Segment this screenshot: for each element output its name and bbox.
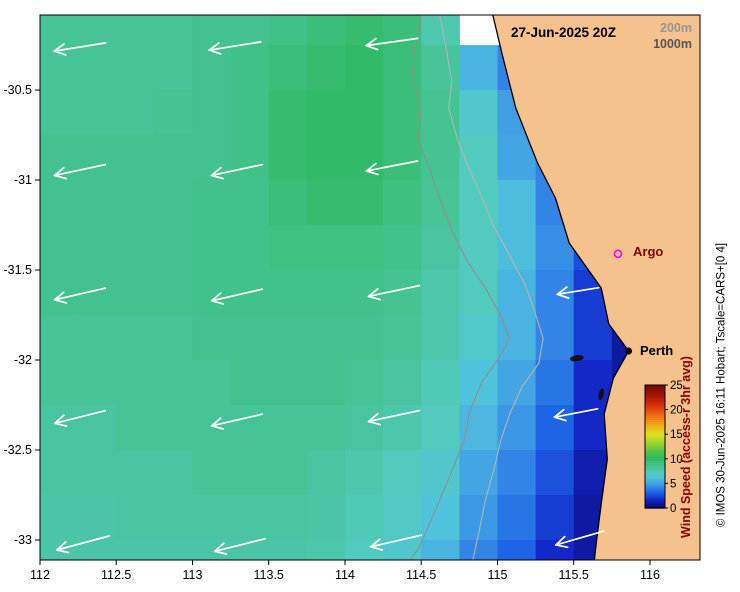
- argo-float-label: Argo: [633, 244, 664, 259]
- y-tick-label: -30.5: [4, 83, 33, 97]
- x-tick-label: 114: [335, 568, 355, 582]
- x-tick-label: 112.5: [101, 568, 131, 582]
- x-tick-label: 115.5: [559, 568, 589, 582]
- x-tick-label: 113: [183, 568, 203, 582]
- y-tick-label: -31: [14, 173, 32, 187]
- x-tick-label: 116: [640, 568, 660, 582]
- y-tick-label: -33: [14, 533, 32, 547]
- x-axis: 112 112.5 113 113.5 114 114.5 115 115.5 116: [30, 560, 660, 582]
- x-tick-label: 112: [30, 568, 50, 582]
- x-tick-label: 115: [488, 568, 508, 582]
- contour-line-200m: [439, 15, 544, 560]
- colorbar-tick-label: 25: [670, 380, 683, 392]
- colorbar-tick-label: 20: [670, 405, 683, 417]
- colorbar-tick-label: 15: [670, 429, 683, 441]
- island: [569, 355, 584, 362]
- y-tick-label: -31.5: [4, 263, 33, 277]
- contour-label-1000m: 1000m: [653, 37, 692, 51]
- date-label: 27-Jun-2025 20Z: [511, 25, 617, 40]
- heatmap-layer: [40, 15, 651, 560]
- y-tick-label: -32.5: [4, 443, 33, 457]
- colorbar-tick-label: 0: [670, 503, 676, 515]
- y-axis: -30.5 -31 -31.5 -32 -32.5 -33: [4, 83, 40, 547]
- map-plot-area: [40, 15, 700, 560]
- perth-city-label: Perth: [640, 343, 674, 358]
- perth-marker: [625, 347, 633, 355]
- contour-label-200m: 200m: [660, 21, 692, 35]
- argo-marker: [613, 249, 623, 259]
- copyright-text: © IMOS 30-Jun-2025 16:11 Hobart; Tscale=…: [715, 242, 728, 528]
- y-tick-label: -32: [14, 353, 32, 367]
- coastline: [492, 15, 630, 560]
- colorbar: 0 5 10 15 20 25: [644, 380, 683, 515]
- colorbar-frame: [644, 384, 666, 509]
- plot-frame: [39, 14, 701, 561]
- x-tick-label: 113.5: [254, 568, 284, 582]
- contour-line-1000m: [409, 15, 511, 560]
- colorbar-title: Wind Speed (access-r 3hr avg): [679, 356, 694, 538]
- x-tick-label: 114.5: [406, 568, 436, 582]
- colorbar-tick-label: 5: [670, 478, 676, 490]
- wind-arrows: [53, 37, 605, 555]
- colorbar-tick-label: 10: [670, 454, 683, 466]
- island: [598, 388, 604, 401]
